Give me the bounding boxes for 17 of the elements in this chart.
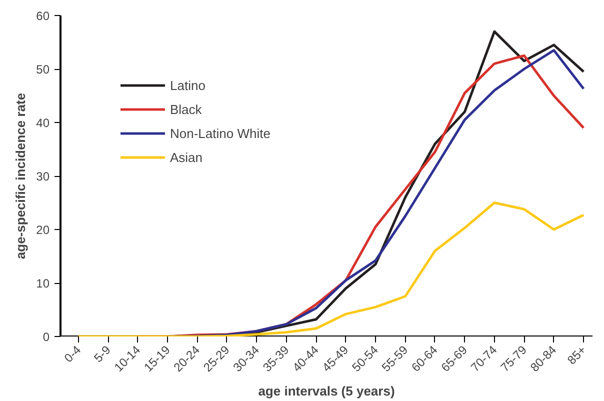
y-tick-label: 10 (36, 276, 50, 290)
line-series (77, 202, 585, 336)
y-axis-title: age-specific incidence rate (13, 92, 28, 260)
y-tick-label: 40 (36, 116, 50, 130)
legend-label: Black (170, 102, 202, 116)
x-tick-label: 85+ (564, 342, 589, 368)
y-tick-label: 60 (36, 9, 50, 23)
legend-label: Latino (170, 78, 206, 92)
x-tick-label: 0-4 (61, 342, 84, 366)
y-tick-label: 20 (36, 223, 50, 237)
y-tick-label: 30 (36, 170, 50, 184)
x-tick-label: 5-9 (91, 342, 114, 366)
legend-label: Non-Latino White (170, 126, 270, 140)
y-tick-label: 0 (42, 330, 50, 344)
y-tick-label: 50 (36, 62, 50, 76)
legend-label: Asian (170, 150, 203, 164)
x-axis-title: age intervals (5 years) (258, 384, 395, 399)
